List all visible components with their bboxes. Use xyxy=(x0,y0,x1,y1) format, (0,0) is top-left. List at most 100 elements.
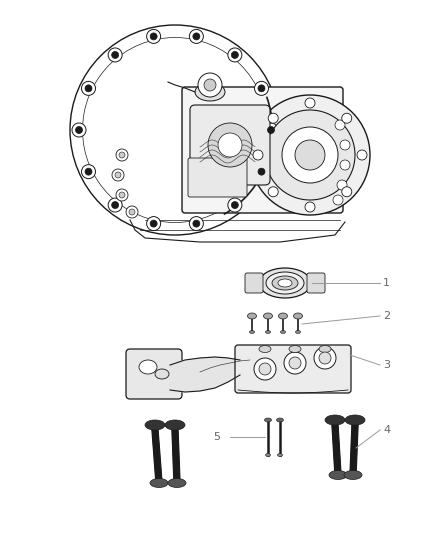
Ellipse shape xyxy=(168,479,186,488)
Ellipse shape xyxy=(280,330,286,334)
Ellipse shape xyxy=(247,313,257,319)
Circle shape xyxy=(204,79,216,91)
Circle shape xyxy=(337,180,347,190)
Circle shape xyxy=(108,198,122,212)
Circle shape xyxy=(253,150,263,160)
Circle shape xyxy=(340,140,350,150)
Ellipse shape xyxy=(264,313,272,319)
Circle shape xyxy=(189,29,203,43)
Ellipse shape xyxy=(293,313,303,319)
Circle shape xyxy=(85,85,92,92)
Circle shape xyxy=(228,198,242,212)
Ellipse shape xyxy=(265,418,272,422)
Ellipse shape xyxy=(296,330,300,334)
Text: 5: 5 xyxy=(213,432,220,442)
Circle shape xyxy=(268,126,275,133)
Circle shape xyxy=(254,358,276,380)
Ellipse shape xyxy=(325,415,345,425)
Circle shape xyxy=(357,150,367,160)
Ellipse shape xyxy=(329,471,347,480)
Circle shape xyxy=(231,52,238,59)
Circle shape xyxy=(295,140,325,170)
Circle shape xyxy=(147,29,161,43)
Circle shape xyxy=(264,123,278,137)
Circle shape xyxy=(112,52,119,59)
Circle shape xyxy=(305,98,315,108)
Circle shape xyxy=(198,73,222,97)
Ellipse shape xyxy=(250,330,254,334)
Circle shape xyxy=(129,209,135,215)
FancyBboxPatch shape xyxy=(307,273,325,293)
FancyBboxPatch shape xyxy=(245,273,263,293)
Circle shape xyxy=(126,206,138,218)
Ellipse shape xyxy=(265,454,271,456)
Circle shape xyxy=(342,187,352,197)
Ellipse shape xyxy=(259,345,271,352)
Ellipse shape xyxy=(145,420,165,430)
Circle shape xyxy=(268,113,278,123)
Ellipse shape xyxy=(278,454,283,456)
Circle shape xyxy=(258,168,265,175)
Circle shape xyxy=(254,165,268,179)
Ellipse shape xyxy=(259,268,311,298)
Circle shape xyxy=(150,33,157,40)
Text: 3: 3 xyxy=(383,360,390,370)
Circle shape xyxy=(265,110,355,200)
Circle shape xyxy=(150,220,157,227)
Circle shape xyxy=(193,220,200,227)
Circle shape xyxy=(228,48,242,62)
Circle shape xyxy=(119,192,125,198)
Polygon shape xyxy=(172,430,180,483)
Ellipse shape xyxy=(272,276,298,290)
Ellipse shape xyxy=(195,83,225,101)
FancyBboxPatch shape xyxy=(190,105,270,185)
Circle shape xyxy=(319,352,331,364)
Circle shape xyxy=(333,195,343,205)
Ellipse shape xyxy=(165,420,185,430)
Ellipse shape xyxy=(289,345,301,352)
Circle shape xyxy=(258,85,265,92)
Circle shape xyxy=(112,201,119,208)
Circle shape xyxy=(231,201,238,208)
Polygon shape xyxy=(350,425,358,475)
Circle shape xyxy=(218,133,242,157)
Circle shape xyxy=(342,113,352,123)
Ellipse shape xyxy=(279,313,287,319)
Circle shape xyxy=(112,169,124,181)
FancyBboxPatch shape xyxy=(182,87,343,213)
Circle shape xyxy=(314,347,336,369)
Circle shape xyxy=(250,95,370,215)
FancyBboxPatch shape xyxy=(235,345,351,393)
Circle shape xyxy=(289,357,301,369)
Circle shape xyxy=(259,363,271,375)
Ellipse shape xyxy=(155,369,169,379)
Text: 1: 1 xyxy=(383,278,390,288)
Text: 4: 4 xyxy=(383,425,390,435)
Polygon shape xyxy=(152,430,162,483)
Circle shape xyxy=(72,123,86,137)
Ellipse shape xyxy=(278,279,292,287)
FancyBboxPatch shape xyxy=(188,158,247,197)
Circle shape xyxy=(115,172,121,178)
Circle shape xyxy=(108,48,122,62)
Circle shape xyxy=(282,127,338,183)
Circle shape xyxy=(208,123,252,167)
FancyBboxPatch shape xyxy=(126,349,182,399)
Circle shape xyxy=(81,82,95,95)
Ellipse shape xyxy=(319,345,331,352)
Circle shape xyxy=(81,165,95,179)
Circle shape xyxy=(119,152,125,158)
Circle shape xyxy=(116,189,128,201)
Circle shape xyxy=(340,160,350,170)
Ellipse shape xyxy=(139,360,157,374)
Circle shape xyxy=(284,352,306,374)
Circle shape xyxy=(147,216,161,231)
Polygon shape xyxy=(170,357,240,392)
Circle shape xyxy=(193,33,200,40)
Circle shape xyxy=(268,187,278,197)
Text: 2: 2 xyxy=(383,311,390,321)
Ellipse shape xyxy=(276,418,283,422)
Ellipse shape xyxy=(265,330,271,334)
Circle shape xyxy=(189,216,203,231)
Circle shape xyxy=(335,120,345,130)
